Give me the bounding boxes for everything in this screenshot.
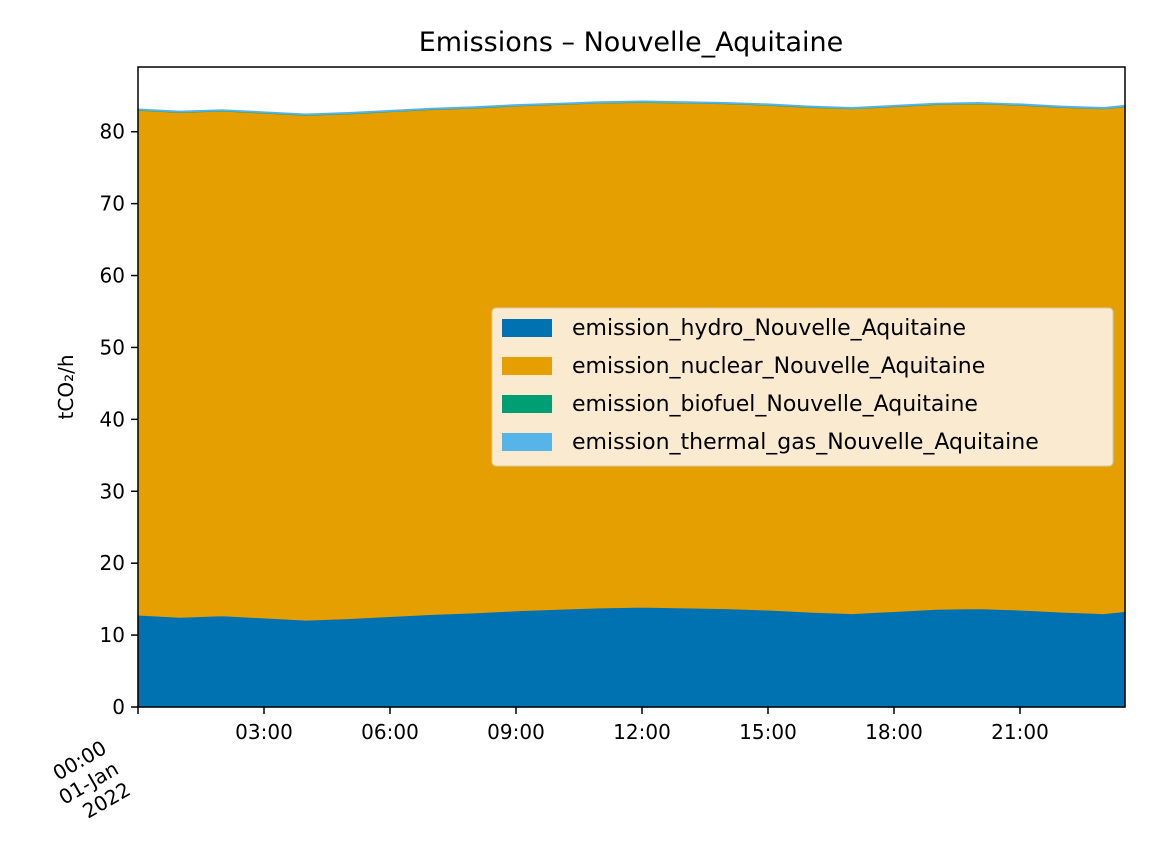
legend-label: emission_thermal_gas_Nouvelle_Aquitaine bbox=[572, 430, 1039, 455]
area-emission-hydro-nouvelle-aquitaine bbox=[137, 606, 1126, 708]
legend-swatch bbox=[502, 433, 552, 451]
x-tick-label: 03:00 bbox=[235, 720, 293, 744]
x-tick-label: 12:00 bbox=[613, 720, 671, 744]
plot-frame bbox=[137, 66, 1126, 708]
x-tick-label: 09:00 bbox=[487, 720, 545, 744]
legend-label: emission_hydro_Nouvelle_Aquitaine bbox=[572, 316, 966, 341]
y-tick-label: 80 bbox=[100, 120, 125, 144]
y-tick-label: 10 bbox=[100, 623, 125, 647]
y-tick-label: 70 bbox=[100, 192, 125, 216]
chart-title: Emissions – Nouvelle_Aquitaine bbox=[419, 27, 844, 58]
y-axis-label: tCO₂/h bbox=[54, 355, 78, 420]
legend-swatch bbox=[502, 395, 552, 413]
y-tick-label: 50 bbox=[100, 335, 125, 359]
x-tick-label: 15:00 bbox=[739, 720, 797, 744]
legend-label: emission_nuclear_Nouvelle_Aquitaine bbox=[572, 354, 985, 379]
x-tick-label: 21:00 bbox=[991, 720, 1049, 744]
legend-swatch bbox=[502, 357, 552, 375]
y-tick-label: 0 bbox=[112, 695, 125, 719]
y-tick-label: 20 bbox=[100, 551, 125, 575]
legend-swatch bbox=[502, 319, 552, 337]
y-tick-label: 40 bbox=[100, 407, 125, 431]
y-axis: 0 10 20 30 40 50 60 70 80 bbox=[100, 120, 138, 719]
legend: emission_hydro_Nouvelle_Aquitaineemissio… bbox=[491, 307, 1114, 467]
x-tick-label: 18:00 bbox=[865, 720, 923, 744]
legend-label: emission_biofuel_Nouvelle_Aquitaine bbox=[572, 392, 978, 417]
x-tick-label: 06:00 bbox=[361, 720, 419, 744]
y-tick-label: 60 bbox=[100, 264, 125, 288]
y-tick-label: 30 bbox=[100, 479, 125, 503]
legend-box bbox=[491, 307, 1114, 467]
